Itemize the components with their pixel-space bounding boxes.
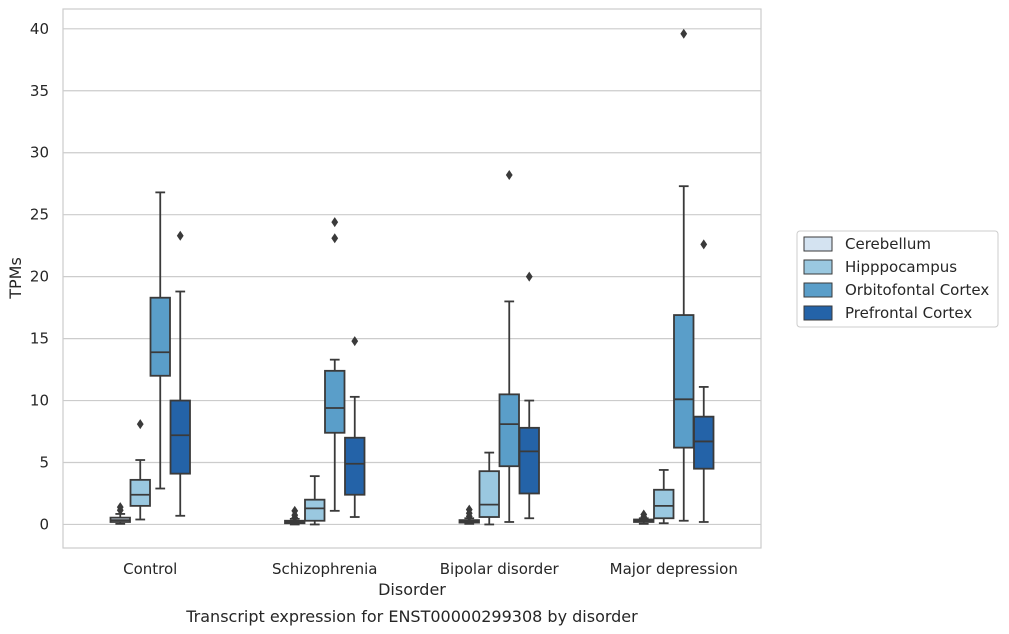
box-hipppocampus xyxy=(478,451,500,526)
outlier-point xyxy=(700,239,708,250)
legend-label: Prefrontal Cortex xyxy=(845,304,972,322)
box-orbitofontal-cortex xyxy=(324,217,346,512)
box-iqr xyxy=(149,296,171,377)
outlier-point xyxy=(680,28,688,39)
box-iqr xyxy=(344,436,366,496)
box-prefrontal-cortex xyxy=(344,336,366,518)
x-tick-label: Control xyxy=(123,560,177,578)
legend-swatch xyxy=(803,282,833,298)
box-hipppocampus xyxy=(653,469,675,525)
box-prefrontal-cortex xyxy=(518,271,540,520)
y-tick-label: 35 xyxy=(30,82,49,100)
outlier-point xyxy=(116,502,124,513)
y-tick-label: 20 xyxy=(30,268,49,286)
legend-label: Cerebellum xyxy=(845,235,931,253)
outlier-point xyxy=(291,505,299,516)
box-prefrontal-cortex xyxy=(169,230,191,517)
box-cerebellum xyxy=(458,504,480,525)
outlier-point xyxy=(505,170,513,181)
box-iqr xyxy=(478,470,500,518)
x-tick-label: Schizophrenia xyxy=(272,560,377,578)
plot-area xyxy=(62,8,762,549)
box-iqr xyxy=(169,399,191,475)
chart-caption: Transcript expression for ENST0000029930… xyxy=(185,607,638,626)
x-tick-labels: Control Schizophrenia Bipolar disorder Majo… xyxy=(123,560,738,578)
box-iqr xyxy=(304,498,326,522)
legend-swatch xyxy=(803,236,833,252)
y-tick-label: 0 xyxy=(39,515,49,533)
x-tick-label: Major depression xyxy=(610,560,738,578)
box-iqr xyxy=(129,478,151,507)
x-axis-label: Disorder xyxy=(378,580,446,599)
box-orbitofontal-cortex xyxy=(498,170,520,523)
outlier-point xyxy=(136,419,144,430)
legend-label: Orbitofontal Cortex xyxy=(845,281,989,299)
box-iqr xyxy=(498,393,520,468)
box-iqr xyxy=(693,415,715,470)
y-tick-label: 5 xyxy=(39,454,49,472)
legend: Cerebellum Hipppocampus Orbitofontal Corte… xyxy=(796,230,999,328)
outlier-point xyxy=(176,230,184,241)
y-tick-label: 25 xyxy=(30,206,49,224)
box-orbitofontal-cortex xyxy=(673,28,695,522)
box-cerebellum xyxy=(633,509,655,525)
box-groups xyxy=(109,28,715,526)
y-tick-label: 15 xyxy=(30,330,49,348)
legend-label: Hipppocampus xyxy=(845,258,957,276)
outlier-point xyxy=(351,336,359,347)
y-tick-label: 40 xyxy=(30,20,49,38)
box-iqr xyxy=(673,314,695,449)
box-orbitofontal-cortex xyxy=(149,191,171,490)
box-cerebellum xyxy=(109,502,131,525)
box-hipppocampus xyxy=(304,475,326,526)
legend-frame xyxy=(796,230,999,328)
y-tick-labels: 0 5 10 15 20 25 30 35 40 xyxy=(30,20,49,534)
box-iqr xyxy=(653,488,675,520)
box-cerebellum xyxy=(284,505,306,526)
box-iqr xyxy=(518,426,540,495)
box-iqr xyxy=(324,369,346,434)
outlier-point xyxy=(525,271,533,282)
y-tick-label: 30 xyxy=(30,144,49,162)
x-tick-label: Bipolar disorder xyxy=(440,560,560,578)
outlier-point xyxy=(331,233,339,244)
outlier-point xyxy=(331,217,339,228)
legend-swatch xyxy=(803,305,833,321)
box-prefrontal-cortex xyxy=(693,239,715,523)
legend-swatch xyxy=(803,259,833,275)
y-axis-label: TPMs xyxy=(6,257,25,300)
outlier-point xyxy=(465,504,473,515)
box-hipppocampus xyxy=(129,419,151,521)
outlier-point xyxy=(640,509,648,520)
y-tick-label: 10 xyxy=(30,392,49,410)
